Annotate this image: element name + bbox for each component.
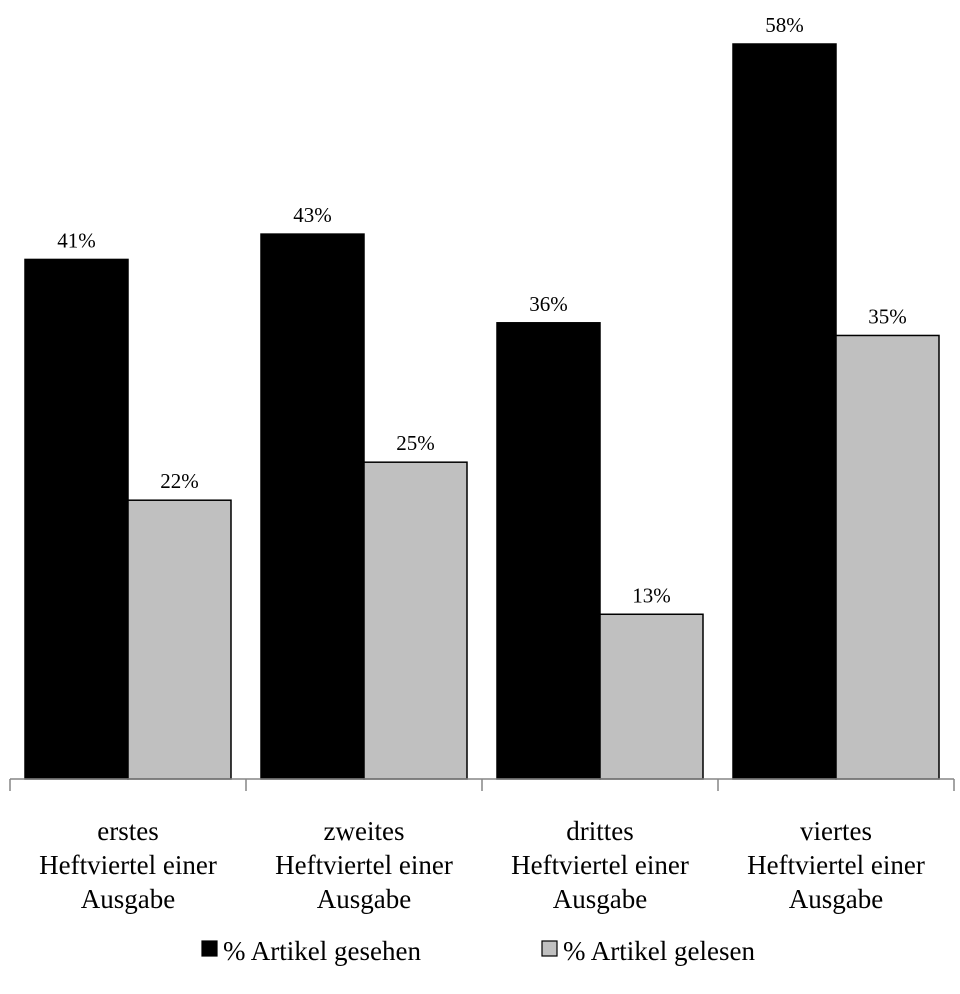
- data-label-gesehen-1: 41%: [57, 228, 96, 252]
- bar-labels-group: 41% 22% 43% 25% 36% 13% 58% 35%: [57, 13, 907, 607]
- category-label-3: drittes Heftviertel einer Ausgabe: [511, 816, 689, 914]
- category-label-2: zweites Heftviertel einer Ausgabe: [275, 816, 453, 914]
- category-label-4: viertes Heftviertel einer Ausgabe: [747, 816, 925, 914]
- bar-gelesen-1: [127, 499, 232, 780]
- legend-label-gesehen: % Artikel gesehen: [223, 936, 421, 966]
- bar-gesehen-3: [496, 322, 601, 780]
- data-label-gesehen-2: 43%: [293, 203, 332, 227]
- data-label-gelesen-4: 35%: [868, 304, 907, 328]
- data-label-gelesen-3: 13%: [632, 583, 671, 607]
- data-label-gesehen-4: 58%: [765, 13, 804, 37]
- data-label-gelesen-1: 22%: [160, 469, 199, 493]
- category-labels-group: erstes Heftviertel einer Ausgabe zweites Hef…: [39, 816, 925, 914]
- category-label-1: erstes Heftviertel einer Ausgabe: [39, 816, 217, 914]
- bars-group: [24, 43, 940, 780]
- legend-swatch-gesehen: [201, 940, 218, 957]
- bar-gelesen-2: [363, 461, 468, 780]
- bar-gesehen-2: [260, 233, 365, 780]
- data-label-gesehen-3: 36%: [529, 292, 568, 316]
- legend-label-gelesen: % Artikel gelesen: [563, 936, 755, 966]
- x-axis: [9, 778, 955, 791]
- legend: % Artikel gesehen % Artikel gelesen: [201, 936, 755, 966]
- bar-gelesen-3: [599, 613, 704, 780]
- bar-gesehen-1: [24, 258, 129, 780]
- bar-gelesen-4: [835, 334, 940, 780]
- data-label-gelesen-2: 25%: [396, 431, 435, 455]
- legend-swatch-gelesen: [541, 940, 558, 957]
- bar-gesehen-4: [732, 43, 837, 780]
